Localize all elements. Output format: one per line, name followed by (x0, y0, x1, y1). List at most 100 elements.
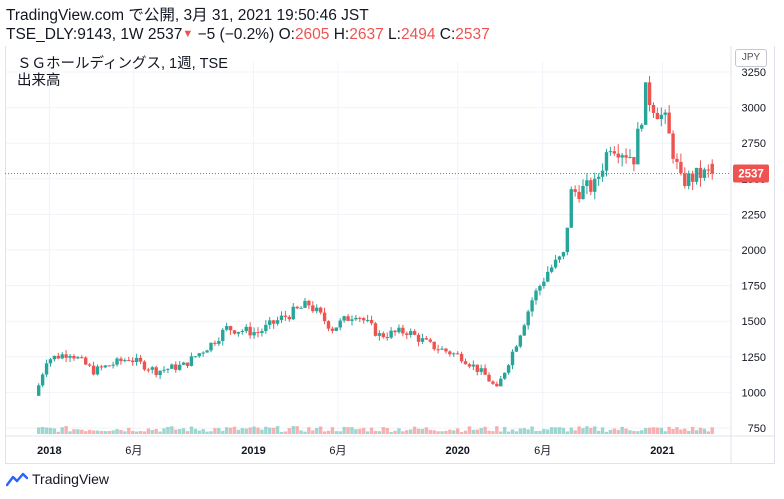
candle-body (338, 320, 342, 328)
volume-bar (146, 428, 151, 434)
candle-body (604, 152, 609, 171)
volume-bar (401, 431, 405, 434)
volume-bar (373, 431, 378, 434)
currency-button[interactable]: JPY (735, 49, 767, 67)
volume-bar (377, 431, 382, 434)
candle-body (694, 167, 699, 182)
volume-bar (299, 430, 303, 434)
volume-bar (643, 428, 648, 434)
y-tick-label: 750 (748, 423, 766, 435)
candle-body (428, 339, 432, 342)
candle-body (499, 378, 503, 387)
volume-bar (107, 430, 111, 434)
candle-body (671, 133, 675, 159)
volume-bar (311, 430, 315, 434)
volume-bar (389, 431, 393, 434)
candle-body (84, 357, 88, 365)
volume-bar (628, 430, 632, 434)
candle-body (436, 349, 440, 351)
candle-body (48, 359, 53, 364)
volume-bar (522, 428, 526, 434)
volume-bar (150, 430, 154, 434)
candle-body (663, 112, 667, 115)
volume-bar (546, 429, 550, 434)
candle-body (268, 320, 272, 325)
candle-body (643, 82, 648, 125)
candle-body (487, 374, 491, 382)
volume-bar (224, 427, 229, 434)
volume-bar (420, 428, 425, 434)
candle-body (330, 328, 335, 331)
candle-body (209, 342, 213, 351)
open-label: O: (278, 26, 295, 43)
candle-body (303, 300, 307, 308)
candle-body (471, 364, 476, 367)
candle-body (260, 331, 264, 334)
candle-body (416, 334, 421, 342)
down-triangle-icon: ▼ (182, 28, 194, 40)
volume-bar (134, 431, 139, 434)
candle-body (393, 330, 397, 333)
candle-body (213, 342, 217, 344)
volume-bar (185, 431, 190, 434)
candle-body (99, 366, 104, 368)
candle-body (342, 316, 346, 321)
volume-bar (706, 431, 711, 434)
volume-bar (663, 431, 667, 434)
volume-bar (52, 428, 57, 434)
candle-body (683, 173, 687, 186)
candle-body (448, 351, 452, 355)
candle-body (710, 163, 714, 174)
volume-bar (68, 431, 72, 434)
candle-body (228, 326, 233, 331)
volume-bar (103, 431, 107, 434)
candle-body (236, 331, 241, 334)
candle-body (518, 335, 523, 347)
candle-body (177, 364, 182, 370)
candle-body (295, 306, 299, 309)
volume-bar (416, 428, 421, 434)
candle-body (369, 319, 374, 324)
ohlc-line: TSE_DLY:9143, 1W 2537▼ −5 (−0.2%) O:2605… (6, 25, 490, 44)
volume-bar (690, 426, 695, 434)
volume-bar (115, 429, 119, 434)
x-tick-label: 2021 (650, 445, 674, 457)
candle-body (424, 338, 429, 340)
candle-body (80, 357, 84, 359)
candle-body (170, 364, 174, 369)
candle-body (224, 326, 229, 330)
candle-body (334, 327, 339, 331)
low-label: L: (388, 26, 401, 43)
volume-bar (174, 429, 178, 434)
candle-body (279, 315, 284, 321)
volume-bar (495, 426, 499, 434)
candle-body (640, 124, 644, 129)
candle-body (455, 353, 460, 355)
volume-bar (640, 430, 644, 434)
volume-bar (549, 427, 554, 434)
volume-bar (217, 428, 221, 434)
legend-title: ＳＧホールディングス, 1週, TSE (17, 56, 228, 72)
volume-bar (444, 430, 448, 434)
volume-bar (193, 428, 198, 434)
volume-bar (197, 430, 201, 434)
x-tick-label: 2018 (37, 445, 61, 457)
candle-body (162, 369, 166, 371)
volume-bar (397, 428, 401, 434)
volume-bar (279, 431, 284, 434)
high-value: 2637 (349, 26, 384, 43)
x-tick-label: 2020 (445, 445, 469, 457)
candle-body (651, 105, 656, 113)
volume-bar (475, 429, 479, 434)
volume-bar (127, 427, 131, 434)
volume-bar (624, 428, 628, 434)
candle-body (612, 151, 617, 154)
volume-bar (479, 428, 483, 434)
volume-bar (483, 426, 487, 434)
candle-body (299, 307, 303, 309)
candle-body (354, 317, 358, 320)
volume-bar (315, 428, 319, 434)
price-change: −5 (−0.2%) (197, 26, 275, 43)
volume-bar (596, 430, 601, 434)
